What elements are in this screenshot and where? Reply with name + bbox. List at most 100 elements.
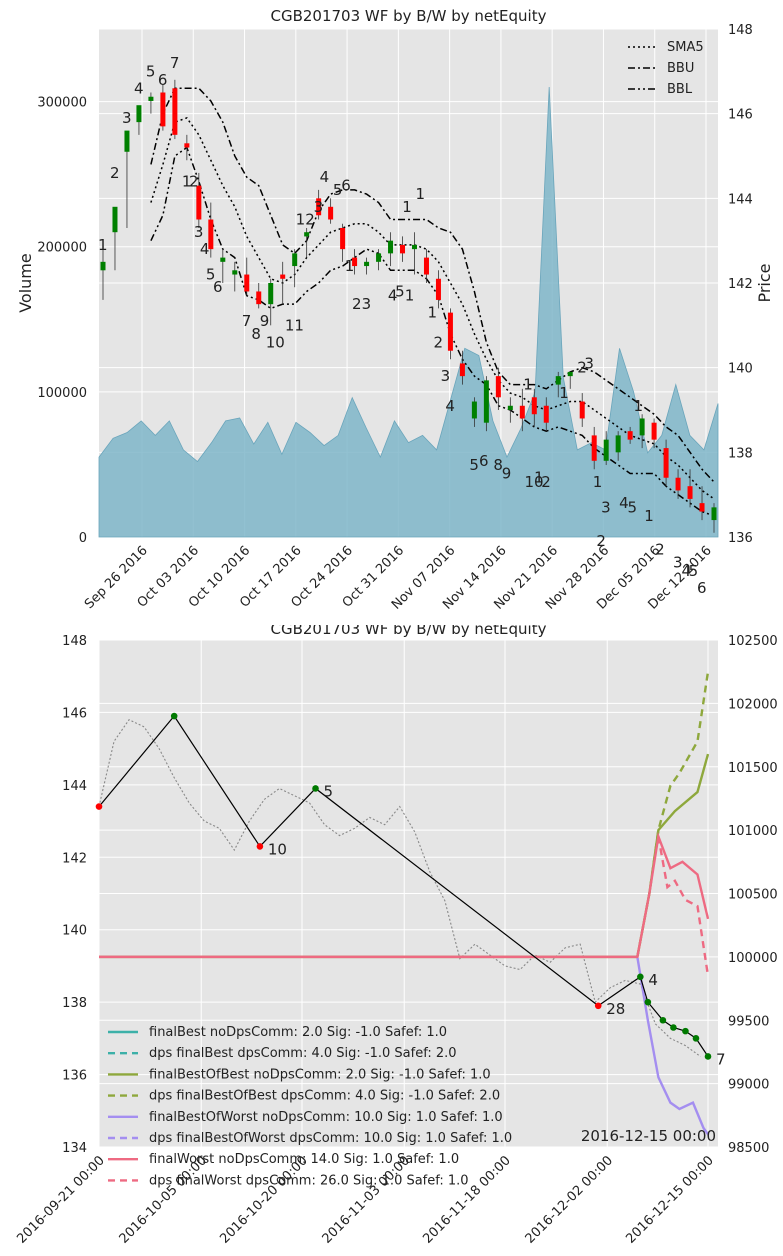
ytick-left-label: 142 <box>62 851 87 866</box>
candle-annotation: 5 <box>469 456 479 474</box>
candle-body <box>136 105 142 123</box>
candle-body <box>699 503 705 512</box>
candle-annotation: 3 <box>673 553 683 571</box>
candle-body <box>555 376 561 385</box>
ytick-right-label: 138 <box>728 446 753 461</box>
candle-body <box>196 185 202 220</box>
candle-annotation: 1 <box>559 384 569 402</box>
zigzag-point <box>95 803 103 810</box>
ytick-right-label: 148 <box>728 23 753 38</box>
corner-date-label: 2016-12-15 00:00 <box>581 1127 716 1145</box>
candle-annotation: 4 <box>619 494 629 512</box>
candle-annotation: 7 <box>170 54 180 72</box>
candle-body <box>364 261 370 267</box>
legend-label: dps finalWorst dpsComm: 26.0 Sig: 1.0 Sa… <box>149 1173 469 1188</box>
candle-annotation: 10 <box>525 473 544 491</box>
ytick-left-label: 100000 <box>37 386 87 401</box>
zigzag-point <box>682 1027 689 1035</box>
candle-body <box>711 507 717 521</box>
candle-body <box>447 312 453 351</box>
candle-annotation: 3 <box>362 295 372 313</box>
candle-annotation: 1 <box>644 507 654 525</box>
candle-annotation: 6 <box>213 278 223 296</box>
candle-body <box>495 376 501 398</box>
zigzag-label: 4 <box>648 971 658 989</box>
candle-body <box>615 435 621 453</box>
price-dotted-line <box>98 718 701 1057</box>
candle-annotation: 2 <box>433 333 443 351</box>
candle-annotation: 2 <box>596 532 606 550</box>
candle-annotation: 11 <box>285 316 304 334</box>
ytick-left-label: 148 <box>62 634 87 649</box>
candle-annotation: 1 <box>345 257 355 275</box>
bbu-line <box>150 87 715 483</box>
candle-body <box>459 363 465 377</box>
candle-annotation: 1 <box>523 376 533 394</box>
candle-annotation: 6 <box>697 579 707 597</box>
ytick-right-label: 101500 <box>728 761 778 776</box>
candle-annotation: 6 <box>479 452 489 470</box>
ylabel-right: Price <box>755 263 774 302</box>
ytick-right-label: 102000 <box>728 697 778 712</box>
legend-label: dps finalBestOfWorst dpsComm: 10.0 Sig: … <box>149 1131 512 1146</box>
candle-body <box>627 431 633 440</box>
candle-body <box>400 244 406 254</box>
candle-annotation: 10 <box>266 333 285 351</box>
ytick-right-label: 99000 <box>728 1078 769 1093</box>
legend-label: dps finalBestOfBest dpsComm: 4.0 Sig: -1… <box>149 1089 500 1104</box>
series-line <box>636 956 709 1136</box>
candle-annotation: 6 <box>341 177 351 195</box>
candle-annotation: 3 <box>441 367 451 385</box>
zigzag-point <box>637 973 644 981</box>
candle-body <box>675 477 681 491</box>
ytick-left-label: 136 <box>62 1069 87 1084</box>
zigzag-point <box>256 843 264 850</box>
candle-annotation: 1 <box>402 198 412 216</box>
candle-body <box>112 206 118 233</box>
candlestick-chart: 0100000200000300000136138140142144146148… <box>16 7 774 613</box>
candle-body <box>316 198 322 216</box>
candle-body <box>483 380 489 423</box>
ytick-left-label: 140 <box>62 924 87 939</box>
candle-annotation: 4 <box>445 397 455 415</box>
candle-annotation: 9 <box>260 312 270 330</box>
candle-annotation: 1 <box>427 304 437 322</box>
ytick-right-label: 146 <box>728 108 753 123</box>
candle-body <box>663 448 669 478</box>
legend-label: finalBest noDpsComm: 2.0 Sig: -1.0 Safef… <box>149 1025 447 1040</box>
xtick-label: 2016-11-03 00:00 <box>320 1153 413 1246</box>
candle-body <box>567 371 573 377</box>
candle-body <box>256 291 262 305</box>
candle-body <box>280 274 286 279</box>
candle-annotation: 2 <box>352 295 362 313</box>
ytick-right-label: 99500 <box>728 1014 769 1029</box>
ytick-right-label: 98500 <box>728 1141 769 1156</box>
zigzag-label: 10 <box>268 840 287 858</box>
ytick-right-label: 140 <box>728 362 753 377</box>
candle-annotation: 8 <box>493 456 503 474</box>
candle-body <box>160 92 166 127</box>
candle-annotation: 2 <box>577 359 587 377</box>
xtick-label: 2016-11-18 00:00 <box>420 1153 513 1246</box>
candle-body <box>651 422 657 440</box>
candle-body <box>531 397 537 415</box>
ytick-right-label: 136 <box>728 531 753 546</box>
candle-annotation: 1 <box>634 397 644 415</box>
zigzag-label: 28 <box>606 1000 625 1018</box>
candle-body <box>579 401 585 419</box>
candle-body <box>471 401 477 419</box>
candle-annotation: 1 <box>296 211 306 229</box>
candle-body <box>543 405 549 423</box>
bbl-line <box>150 146 715 517</box>
legend-label: BBL <box>667 82 693 97</box>
ytick-left-label: 300000 <box>37 96 87 111</box>
candle-annotation: 3 <box>584 354 594 372</box>
candle-body <box>687 486 693 499</box>
candle-annotation: 5 <box>146 62 156 80</box>
legend-label: SMA5 <box>667 40 704 55</box>
candle-body <box>268 283 274 305</box>
candle-body <box>591 435 597 461</box>
zigzag-point <box>644 998 652 1006</box>
candle-body <box>639 418 645 436</box>
candle-annotation: 5 <box>628 498 638 516</box>
